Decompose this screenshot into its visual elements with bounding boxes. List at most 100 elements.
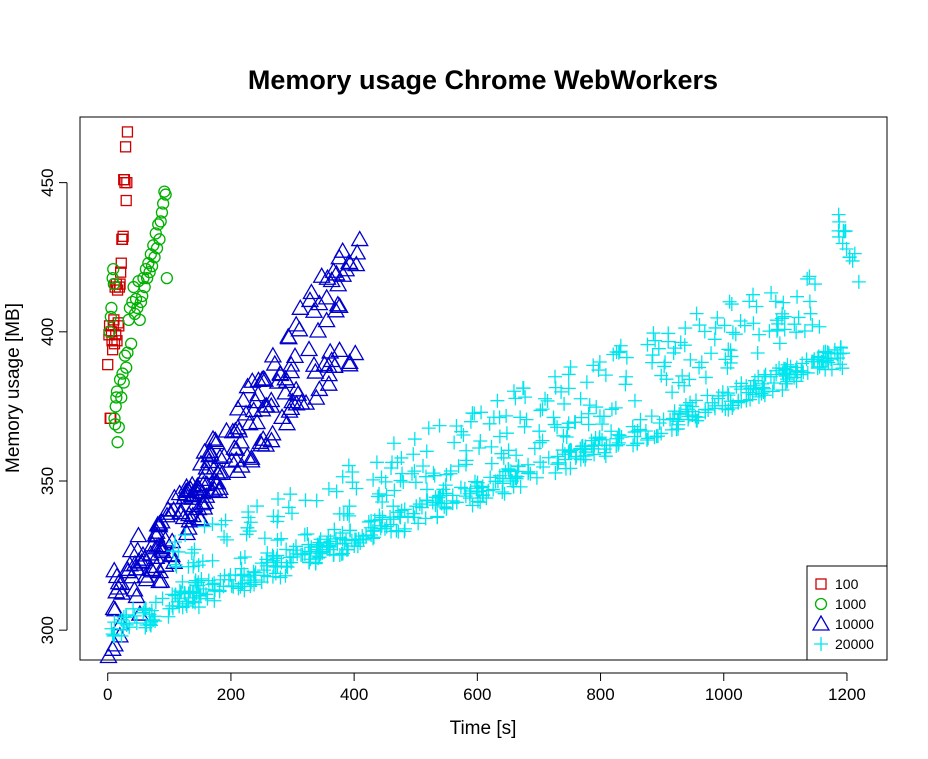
point-series-20000 xyxy=(407,510,422,525)
point-series-20000 xyxy=(612,344,627,359)
point-series-20000 xyxy=(765,384,780,399)
point-series-100 xyxy=(116,233,129,245)
point-series-20000 xyxy=(370,489,385,504)
point-series-20000 xyxy=(387,483,402,498)
point-series-20000 xyxy=(618,377,633,392)
point-series-20000 xyxy=(421,421,436,436)
point-series-20000 xyxy=(671,421,686,436)
point-series-20000 xyxy=(321,529,336,544)
point-series-10000 xyxy=(348,243,367,260)
point-series-10000 xyxy=(223,422,242,439)
point-series-20000 xyxy=(302,545,317,560)
point-series-20000 xyxy=(469,481,484,496)
point-series-20000 xyxy=(584,433,599,448)
point-series-20000 xyxy=(224,578,239,593)
point-series-20000 xyxy=(231,581,246,596)
point-series-20000 xyxy=(187,542,202,557)
point-series-20000 xyxy=(439,467,454,482)
point-series-20000 xyxy=(518,390,533,405)
point-series-100 xyxy=(108,338,121,350)
point-series-20000 xyxy=(394,450,409,465)
point-series-10000 xyxy=(205,458,224,475)
point-series-20000 xyxy=(776,361,791,376)
point-series-20000 xyxy=(678,321,693,336)
point-series-20000 xyxy=(646,326,661,341)
point-series-10000 xyxy=(271,364,290,381)
point-series-1000 xyxy=(113,373,127,386)
point-series-20000 xyxy=(768,294,783,309)
point-series-20000 xyxy=(418,469,433,484)
point-series-100 xyxy=(119,141,132,153)
point-series-20000 xyxy=(391,524,406,539)
point-series-20000 xyxy=(561,367,576,382)
legend-marker xyxy=(815,578,827,590)
point-series-10000 xyxy=(226,421,245,438)
point-series-20000 xyxy=(312,550,327,565)
point-series-10000 xyxy=(265,354,284,371)
point-series-20000 xyxy=(244,575,259,590)
point-series-10000 xyxy=(299,340,319,357)
point-series-20000 xyxy=(588,430,603,445)
point-series-10000 xyxy=(240,414,259,431)
point-series-20000 xyxy=(673,335,688,350)
point-series-20000 xyxy=(548,380,563,395)
point-series-10000 xyxy=(150,514,169,531)
point-series-20000 xyxy=(297,527,312,542)
point-series-20000 xyxy=(800,271,815,286)
point-series-10000 xyxy=(290,320,309,337)
point-series-20000 xyxy=(406,506,421,521)
point-series-20000 xyxy=(386,436,401,451)
point-series-20000 xyxy=(701,402,716,417)
point-series-20000 xyxy=(186,559,201,574)
point-series-20000 xyxy=(611,427,626,442)
point-series-20000 xyxy=(175,600,190,615)
point-series-20000 xyxy=(228,568,243,583)
point-series-20000 xyxy=(197,519,212,534)
point-series-20000 xyxy=(606,347,621,362)
x-tick-label: 1000 xyxy=(705,685,743,704)
point-series-20000 xyxy=(641,431,656,446)
point-series-20000 xyxy=(756,385,771,400)
point-series-20000 xyxy=(561,381,576,396)
point-series-20000 xyxy=(533,403,548,418)
point-series-20000 xyxy=(640,337,655,352)
point-series-1000 xyxy=(109,400,122,413)
point-series-20000 xyxy=(484,439,499,454)
point-series-20000 xyxy=(723,355,738,370)
point-series-20000 xyxy=(122,620,137,635)
point-series-1000 xyxy=(108,418,122,431)
point-series-10000 xyxy=(262,391,281,408)
point-series-20000 xyxy=(665,385,680,400)
point-series-20000 xyxy=(574,439,589,454)
point-series-20000 xyxy=(375,510,390,525)
point-series-1000 xyxy=(136,289,149,303)
point-series-20000 xyxy=(548,369,563,384)
point-series-20000 xyxy=(129,616,144,631)
point-series-10000 xyxy=(143,535,162,552)
point-series-20000 xyxy=(268,566,283,581)
point-series-20000 xyxy=(412,497,427,512)
point-series-20000 xyxy=(364,528,379,543)
point-series-1000 xyxy=(107,277,121,291)
point-series-10000 xyxy=(246,392,265,409)
point-series-20000 xyxy=(309,493,324,508)
point-series-20000 xyxy=(468,474,483,489)
point-series-100 xyxy=(106,344,119,356)
point-series-20000 xyxy=(372,508,387,523)
point-series-20000 xyxy=(427,468,442,483)
point-series-20000 xyxy=(799,352,814,367)
point-series-20000 xyxy=(613,338,628,353)
y-tick-label: 350 xyxy=(38,467,57,495)
point-series-20000 xyxy=(513,479,528,494)
point-series-20000 xyxy=(847,246,862,261)
point-series-20000 xyxy=(257,531,272,546)
point-series-1000 xyxy=(110,391,123,404)
point-series-10000 xyxy=(277,414,297,431)
point-series-20000 xyxy=(772,336,787,351)
point-series-20000 xyxy=(832,214,847,229)
point-series-20000 xyxy=(171,544,186,559)
point-series-20000 xyxy=(720,386,735,401)
point-series-10000 xyxy=(340,353,359,370)
point-series-20000 xyxy=(517,419,532,434)
point-series-100 xyxy=(121,176,133,189)
